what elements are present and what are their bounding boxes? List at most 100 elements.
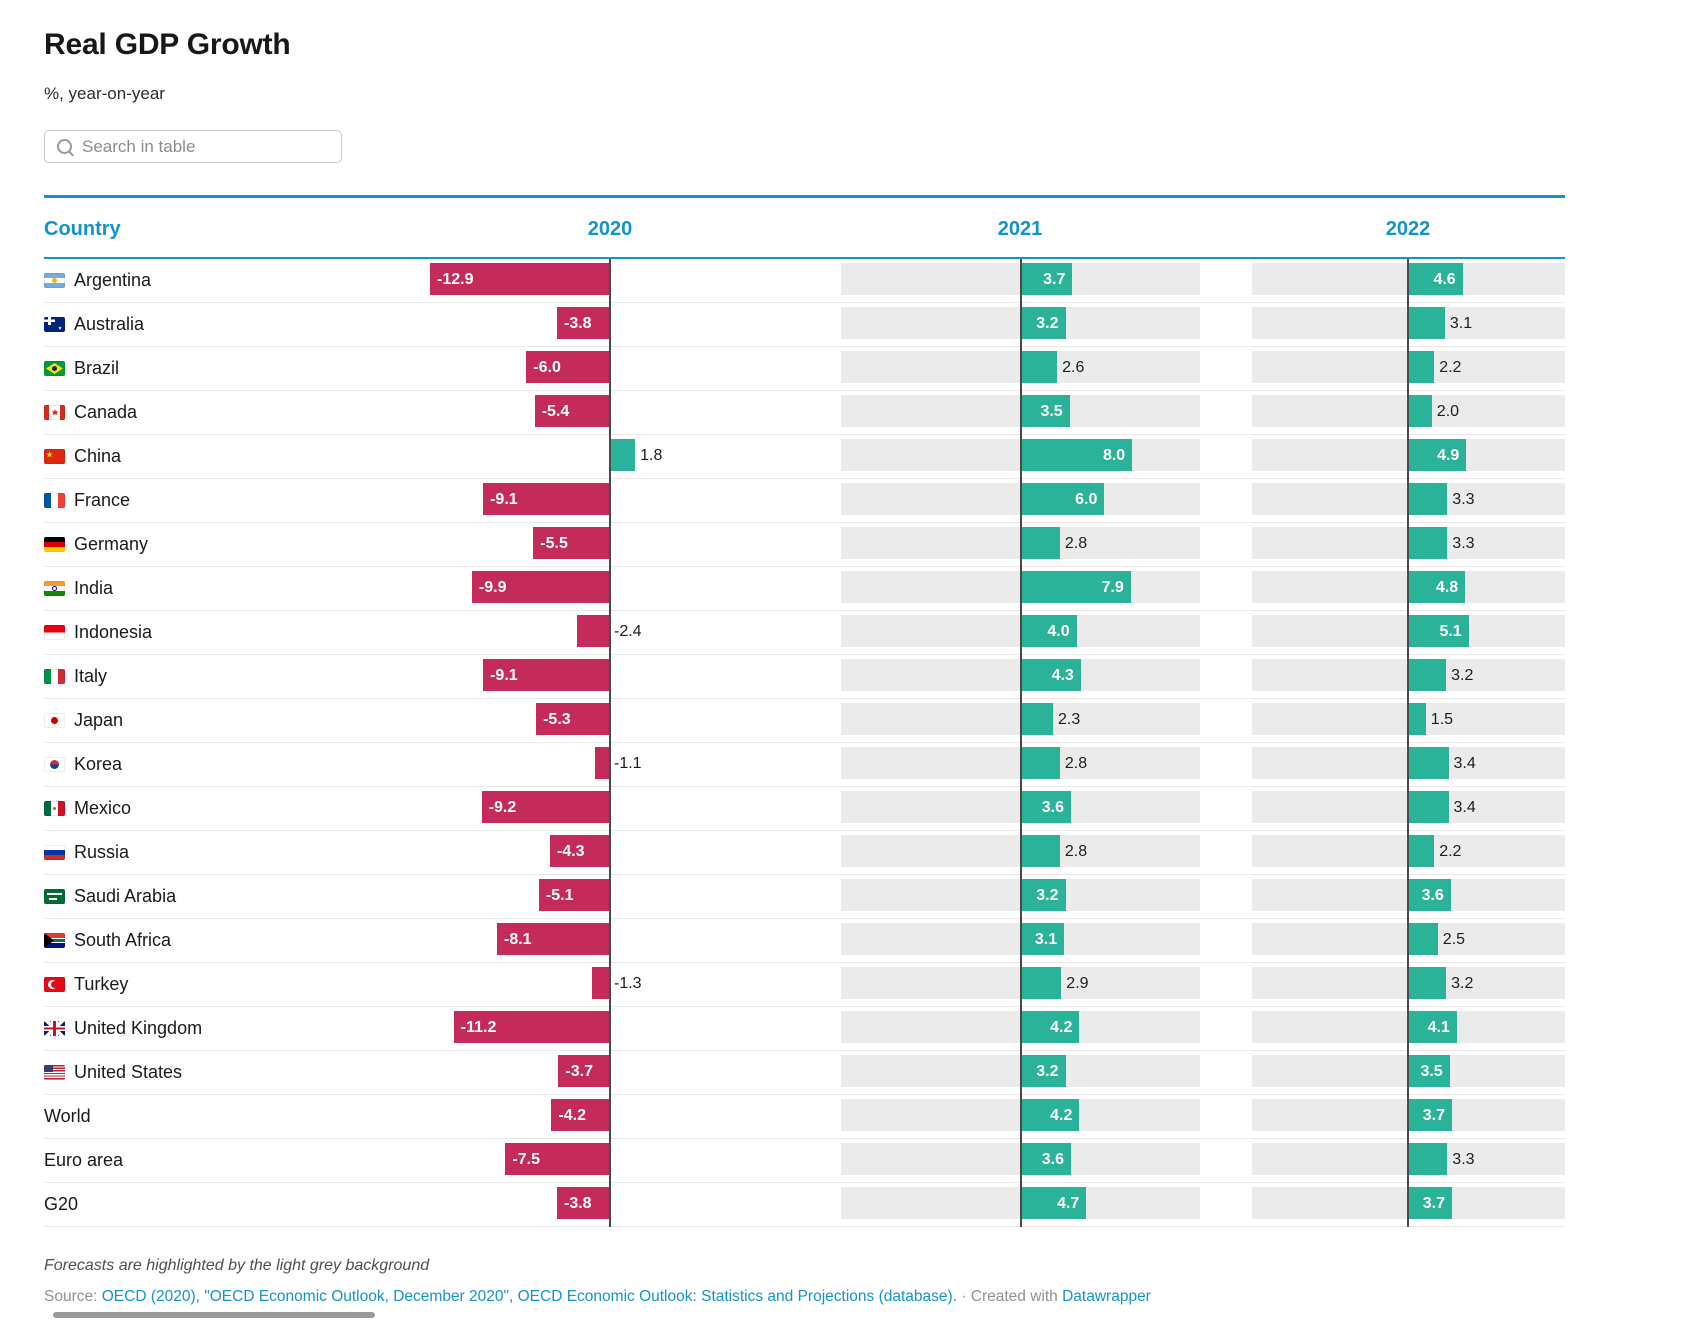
table-row: India -9.9 7.9 4.8 bbox=[44, 567, 1565, 611]
table-row: Canada -5.4 3.5 2.0 bbox=[44, 391, 1565, 435]
bar bbox=[1408, 1011, 1457, 1043]
bar bbox=[1021, 1143, 1071, 1175]
bar-value-label: -9.9 bbox=[478, 579, 507, 596]
country-flag-icon bbox=[44, 537, 65, 552]
table-row: South Africa -8.1 3.1 2.5 bbox=[44, 919, 1565, 963]
search-input[interactable] bbox=[72, 131, 341, 162]
country-cell: Brazil bbox=[44, 347, 384, 390]
table-top-rule bbox=[44, 195, 1565, 198]
bar bbox=[1021, 395, 1070, 427]
zero-axis-line-2022 bbox=[1407, 259, 1409, 1227]
bar-value-label: 3.6 bbox=[1421, 887, 1444, 904]
bar-value-label: -9.1 bbox=[490, 667, 518, 684]
table-row: Russia -4.3 2.8 2.2 bbox=[44, 831, 1565, 875]
gdp-table: Country 2020 2021 2022 Argentina -12.9 3… bbox=[44, 195, 1565, 1227]
column-header-2020[interactable]: 2020 bbox=[587, 218, 633, 240]
column-header-2021[interactable]: 2021 bbox=[997, 218, 1043, 240]
bar-value-label: -5.3 bbox=[543, 711, 571, 728]
country-name: Italy bbox=[74, 666, 108, 686]
country-cell: Russia bbox=[44, 831, 384, 874]
country-name: Korea bbox=[74, 754, 123, 774]
country-cell: United Kingdom bbox=[44, 1007, 384, 1050]
bar bbox=[1408, 967, 1447, 999]
country-name: United Kingdom bbox=[74, 1018, 203, 1038]
bar-value-label: -11.2 bbox=[460, 1019, 497, 1036]
created-with-label: Created with bbox=[970, 1288, 1058, 1305]
country-name: G20 bbox=[44, 1194, 79, 1214]
bar-value-label: -9.2 bbox=[488, 799, 517, 816]
bar bbox=[1408, 1099, 1452, 1131]
bar-value-label: 3.1 bbox=[1034, 931, 1058, 948]
country-flag-icon bbox=[44, 625, 65, 640]
cell-2020: -1.1 bbox=[430, 747, 790, 779]
cell-2020: -2.4 bbox=[430, 615, 790, 647]
bar bbox=[1408, 703, 1426, 735]
cell-2020: -5.3 bbox=[430, 703, 790, 735]
bar bbox=[1021, 263, 1073, 295]
country-name: Brazil bbox=[74, 358, 120, 378]
country-name: United States bbox=[74, 1062, 183, 1082]
bar bbox=[594, 747, 610, 779]
search-box[interactable] bbox=[44, 130, 342, 163]
country-name: France bbox=[74, 490, 131, 510]
country-cell: G20 bbox=[44, 1183, 384, 1226]
cell-2020: -7.5 bbox=[430, 1143, 790, 1175]
bar bbox=[1408, 483, 1448, 515]
bar-value-label: 3.4 bbox=[1453, 755, 1476, 772]
column-header-country[interactable]: Country bbox=[44, 218, 121, 240]
country-flag-icon bbox=[44, 845, 65, 860]
country-cell: Euro area bbox=[44, 1139, 384, 1182]
bar-value-label: 3.5 bbox=[1420, 1063, 1443, 1080]
country-name: Germany bbox=[74, 534, 149, 554]
country-flag-icon bbox=[44, 933, 65, 948]
cell-2020: -9.1 bbox=[430, 483, 790, 515]
country-name: Turkey bbox=[74, 974, 129, 994]
country-name: World bbox=[44, 1106, 91, 1126]
table-row: Indonesia -2.4 4.0 5.1 bbox=[44, 611, 1565, 655]
bar-value-label: -5.5 bbox=[540, 535, 568, 552]
bar-value-label: 4.7 bbox=[1057, 1195, 1080, 1212]
country-cell: Australia bbox=[44, 303, 384, 346]
bar bbox=[1021, 307, 1066, 339]
country-name: Russia bbox=[74, 842, 130, 862]
bar bbox=[1408, 527, 1448, 559]
bar bbox=[1021, 747, 1060, 779]
bar-value-label: 2.3 bbox=[1058, 711, 1081, 728]
bar bbox=[481, 791, 610, 823]
bar-value-label: 2.2 bbox=[1439, 359, 1462, 376]
bar-value-label: -7.5 bbox=[512, 1151, 540, 1168]
bar-value-label: -4.3 bbox=[557, 843, 585, 860]
bar-value-label: -1.3 bbox=[614, 975, 642, 992]
cell-2020: -5.4 bbox=[430, 395, 790, 427]
country-flag-icon bbox=[44, 669, 65, 684]
source-link[interactable]: OECD (2020), "OECD Economic Outlook, Dec… bbox=[101, 1288, 957, 1305]
table-row: Mexico -9.2 3.6 3.4 bbox=[44, 787, 1565, 831]
horizontal-scrollbar-thumb[interactable] bbox=[53, 1312, 375, 1318]
country-flag-icon bbox=[44, 889, 65, 904]
bar-value-label: 2.8 bbox=[1064, 843, 1088, 860]
bar bbox=[1408, 835, 1435, 867]
country-cell: China bbox=[44, 435, 384, 478]
column-header-2022[interactable]: 2022 bbox=[1385, 218, 1431, 240]
bar-value-label: -5.1 bbox=[545, 887, 574, 904]
bar-value-label: 3.1 bbox=[1449, 315, 1473, 332]
bar-value-label: -9.1 bbox=[490, 491, 518, 508]
bar-value-label: 1.8 bbox=[640, 447, 663, 464]
bar-value-label: 4.8 bbox=[1435, 579, 1459, 596]
country-cell: United States bbox=[44, 1051, 384, 1094]
bar bbox=[1408, 571, 1466, 603]
bar bbox=[497, 923, 610, 955]
datawrapper-link[interactable]: Datawrapper bbox=[1062, 1288, 1151, 1305]
country-flag-icon bbox=[44, 273, 65, 288]
table-row: Argentina -12.9 3.7 4.6 bbox=[44, 259, 1565, 303]
table-row: United States -3.7 3.2 3.5 bbox=[44, 1051, 1565, 1095]
bar-value-label: 5.1 bbox=[1439, 623, 1462, 640]
bar bbox=[1021, 351, 1058, 383]
bar bbox=[430, 263, 610, 295]
cell-2020: -1.3 bbox=[430, 967, 790, 999]
bar bbox=[1408, 747, 1449, 779]
country-flag-icon bbox=[44, 493, 65, 508]
cell-2020: 1.8 bbox=[430, 439, 790, 471]
bar-value-label: 3.3 bbox=[1452, 491, 1475, 508]
